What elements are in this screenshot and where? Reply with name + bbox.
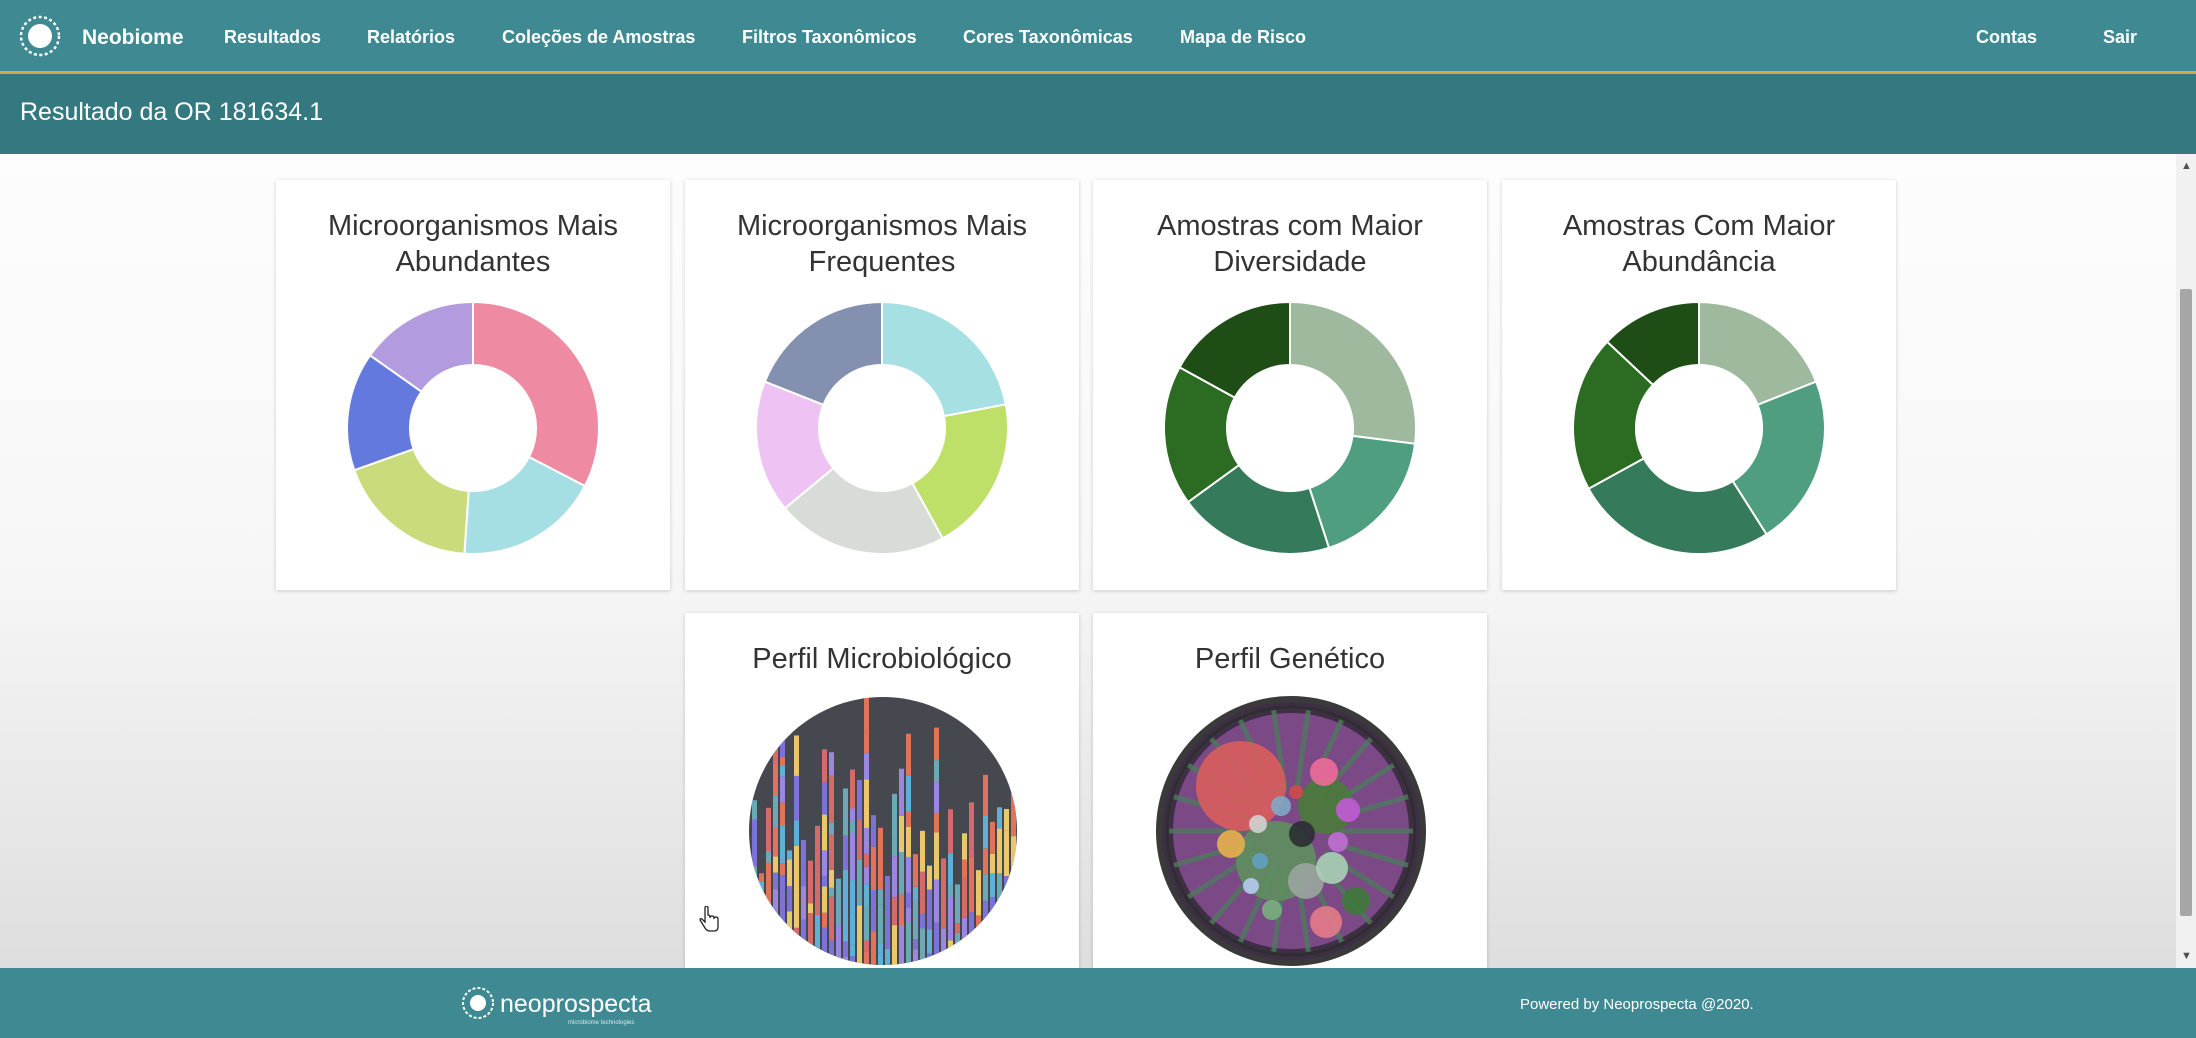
card-title: Perfil Microbiológico: [752, 643, 1012, 675]
card-perfil-genetico[interactable]: Perfil Genético: [1093, 613, 1487, 968]
neoprospecta-logo-icon: neoprospecta microbiome technologies: [462, 987, 652, 1026]
nav-colecoes-de-amostras[interactable]: Coleções de Amostras: [502, 27, 696, 47]
donut-chart-frequent[interactable]: [755, 301, 1009, 555]
donut-slice[interactable]: [368, 301, 474, 394]
card-amostras-diversidade[interactable]: Amostras com Maior Diversidade: [1093, 180, 1487, 590]
donut-slice[interactable]: [1605, 301, 1700, 387]
scrollbar-thumb[interactable]: [2180, 289, 2192, 916]
page-title: Resultado da OR 181634.1: [20, 98, 323, 126]
card-title: Microorganismos Mais Frequentes: [736, 210, 1028, 278]
donut-slice[interactable]: [1587, 456, 1768, 555]
card-title: Amostras com Maior Diversidade: [1157, 210, 1423, 278]
nav-mapa-de-risco[interactable]: Mapa de Risco: [1180, 27, 1307, 47]
donut-chart-abundant[interactable]: [346, 301, 600, 555]
card-microorganismos-frequentes[interactable]: Microorganismos Mais Frequentes: [685, 180, 1079, 590]
footer: neoprospecta microbiome technologies Pow…: [0, 968, 2196, 1038]
scroll-down-icon[interactable]: ▼: [2181, 950, 2192, 962]
genetic-profile-thumbnail[interactable]: [1156, 696, 1426, 966]
nav-relatorios[interactable]: Relatórios: [367, 27, 456, 47]
top-navbar: Neobiome Resultados Relatórios Coleções …: [0, 0, 2196, 74]
donut-slice[interactable]: [1308, 434, 1417, 550]
card-title: Microorganismos Mais Abundantes: [327, 210, 619, 278]
donut-slice[interactable]: [910, 403, 1009, 540]
powered-by-text: Powered by Neoprospecta @2020.: [1520, 996, 1754, 1013]
donut-slice[interactable]: [763, 301, 883, 407]
donut-slice[interactable]: [1289, 301, 1417, 445]
brand-name[interactable]: Neobiome: [82, 26, 184, 49]
neobiome-logo-icon[interactable]: [18, 14, 62, 58]
nav-sair[interactable]: Sair: [2103, 27, 2138, 47]
card-title: Amostras Com Maior Abundância: [1562, 210, 1836, 278]
svg-text:neoprospecta: neoprospecta: [500, 990, 652, 1018]
donut-chart-sample-abundance[interactable]: [1572, 301, 1826, 555]
nav-filtros-taxonomicos[interactable]: Filtros Taxonômicos: [742, 27, 917, 47]
donut-slice[interactable]: [472, 301, 600, 488]
microbiological-profile-thumbnail[interactable]: [748, 696, 1018, 966]
donut-slice[interactable]: [783, 466, 945, 555]
donut-chart-diversity[interactable]: [1163, 301, 1417, 555]
hand-cursor-icon: [699, 906, 719, 932]
donut-slice[interactable]: [1178, 301, 1291, 400]
donut-slice[interactable]: [1731, 380, 1826, 536]
card-perfil-microbiologico[interactable]: Perfil Microbiológico: [685, 613, 1079, 968]
page-header: [0, 74, 2196, 154]
donut-slice[interactable]: [1698, 301, 1818, 407]
donut-slice[interactable]: [1186, 463, 1331, 555]
donut-slice[interactable]: [1163, 365, 1241, 504]
card-amostras-abundancia[interactable]: Amostras Com Maior Abundância: [1502, 180, 1896, 590]
donut-slice[interactable]: [881, 301, 1007, 418]
card-microorganismos-abundantes[interactable]: Microorganismos Mais Abundantes: [276, 180, 670, 590]
nav-cores-taxonomicas[interactable]: Cores Taxonômicas: [963, 27, 1133, 47]
scroll-up-icon[interactable]: ▲: [2181, 160, 2192, 172]
svg-text:microbiome technologies: microbiome technologies: [568, 1020, 634, 1026]
donut-slice[interactable]: [1572, 340, 1655, 491]
card-title: Perfil Genético: [1194, 643, 1386, 675]
vertical-scrollbar[interactable]: ▲ ▼: [2176, 154, 2196, 968]
dashboard-content: Microorganismos Mais Abundantes Microorg…: [0, 154, 2176, 968]
nav-contas[interactable]: Contas: [1976, 27, 2038, 47]
nav-resultados[interactable]: Resultados: [224, 27, 322, 47]
